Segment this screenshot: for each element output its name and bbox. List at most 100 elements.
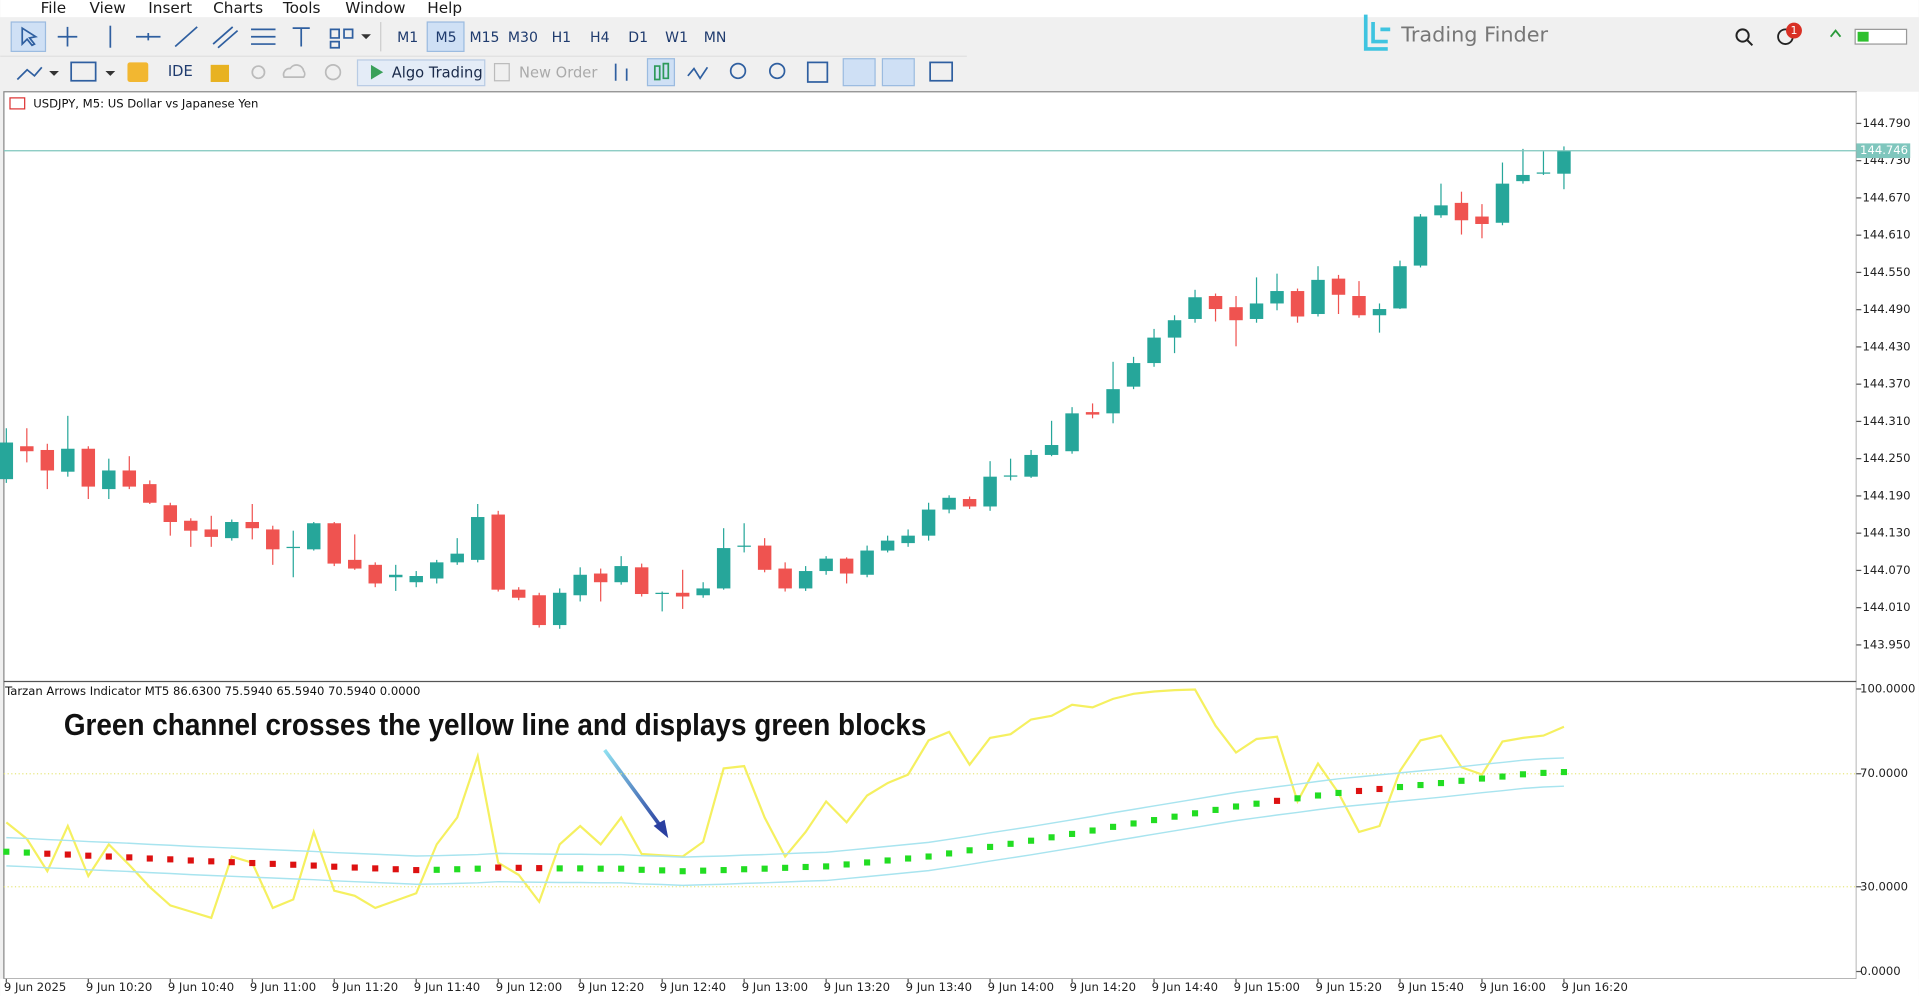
zoom-out-icon[interactable]: [768, 62, 786, 80]
timeframe[interactable]: M15: [469, 30, 499, 46]
logo: [1363, 14, 1391, 51]
candle-body: [962, 499, 977, 507]
candle-body: [1024, 454, 1038, 477]
signal-block: [638, 866, 645, 873]
signal-block: [700, 867, 707, 874]
last-price-box: [1856, 143, 1911, 159]
crosshair-icon[interactable]: [57, 26, 78, 47]
signal-block: [454, 866, 461, 873]
candle-body: [716, 548, 731, 589]
algo-trading-label[interactable]: Algo Trading: [392, 64, 483, 81]
signal-block: [187, 857, 194, 864]
candle-body: [1290, 291, 1305, 317]
candle-body: [819, 558, 833, 572]
bars-icon[interactable]: [614, 63, 628, 81]
text-icon[interactable]: [292, 27, 310, 47]
signal-block: [392, 866, 399, 873]
signal-block: [249, 859, 256, 867]
candle-body: [1044, 445, 1059, 455]
menu-item[interactable]: Window: [345, 0, 405, 17]
hline-icon[interactable]: [136, 33, 161, 41]
candles-button[interactable]: [646, 58, 676, 87]
signal-icon[interactable]: [251, 65, 266, 80]
signal-block: [987, 843, 994, 850]
autoscroll-button[interactable]: [842, 58, 876, 87]
symbol-flag: [9, 97, 26, 110]
last-price-label: 144.746: [1860, 143, 1908, 157]
timeframe[interactable]: W1: [665, 30, 688, 46]
tf-active: [426, 21, 465, 53]
tile-icon[interactable]: [806, 61, 829, 83]
indicator-icon[interactable]: [16, 66, 43, 81]
y-tick-label: 144.190: [1863, 488, 1911, 502]
candle-body: [81, 448, 96, 487]
timeframe[interactable]: MN: [704, 30, 727, 46]
timeframe[interactable]: M1: [397, 30, 418, 46]
menu-bar: [0, 0, 1919, 18]
cloud-icon[interactable]: [282, 64, 306, 78]
market-icon[interactable]: [127, 62, 149, 82]
candle-body: [1413, 216, 1428, 266]
screenshot-icon[interactable]: [929, 61, 954, 82]
dropdown[interactable]: [105, 70, 116, 76]
candle-body: [1372, 309, 1387, 316]
vps-icon[interactable]: [324, 63, 342, 81]
search-icon[interactable]: [1735, 28, 1750, 43]
candle-body: [1311, 279, 1325, 315]
candle-body: [901, 535, 915, 544]
timeframe[interactable]: M5: [436, 30, 457, 46]
signal-block: [310, 862, 317, 869]
timeframe[interactable]: D1: [628, 30, 648, 46]
signal-block: [802, 863, 809, 871]
candle-body: [1229, 307, 1243, 321]
menu-item[interactable]: Charts: [213, 0, 263, 17]
signal-block: [823, 863, 830, 870]
candle-body: [1106, 389, 1120, 414]
y-tick-label: 144.310: [1863, 414, 1911, 428]
signal-block: [1007, 840, 1014, 847]
menu-item[interactable]: View: [90, 0, 126, 17]
menu-item[interactable]: Help: [427, 0, 462, 17]
signal-block: [515, 864, 522, 871]
candle-body: [614, 566, 628, 583]
candle-body: [1270, 291, 1284, 304]
chart-icon[interactable]: [70, 61, 97, 82]
timeframe[interactable]: H4: [590, 30, 610, 46]
channel-icon[interactable]: [212, 26, 239, 49]
candle-body: [20, 446, 34, 452]
ide-button[interactable]: IDE: [168, 63, 193, 80]
x-tick-label: 9 Jun 10:20: [86, 980, 152, 994]
x-tick-label: 9 Jun 16:20: [1562, 980, 1628, 994]
signal-block: [761, 865, 768, 872]
shift-button[interactable]: [881, 58, 915, 87]
candle-body: [1249, 303, 1264, 319]
signal-block: [556, 865, 563, 872]
y-tick-label: 143.950: [1863, 637, 1911, 651]
candle-body: [1475, 216, 1489, 224]
menu-item[interactable]: Tools: [282, 0, 321, 17]
price-axis: [1856, 91, 1919, 996]
candle-body: [143, 484, 157, 503]
dropdown[interactable]: [361, 34, 371, 40]
trend-icon[interactable]: [174, 26, 198, 48]
order-icon[interactable]: [493, 63, 510, 82]
zoom-in-icon[interactable]: [729, 62, 747, 80]
candle-body: [1003, 475, 1018, 477]
x-tick-label: 9 Jun 15:40: [1398, 980, 1464, 994]
dropdown[interactable]: [49, 70, 59, 76]
shapes-icon[interactable]: [329, 28, 354, 49]
fibo-icon[interactable]: [251, 28, 276, 45]
line-chart-icon[interactable]: [687, 66, 709, 80]
new-order-label[interactable]: New Order: [519, 64, 598, 81]
menu-item[interactable]: File: [41, 0, 67, 17]
search-icon: [1746, 39, 1754, 46]
chart-title: USDJPY, M5: US Dollar vs Japanese Yen: [33, 97, 258, 111]
menu-item[interactable]: Insert: [148, 0, 192, 17]
cursor-button[interactable]: [10, 21, 47, 53]
timeframe[interactable]: H1: [552, 30, 572, 46]
candle-body: [450, 553, 464, 563]
battery-level: [1857, 31, 1869, 42]
timeframe[interactable]: M30: [508, 30, 538, 46]
y-tick-label: 70.0000: [1860, 766, 1908, 780]
bag-icon[interactable]: [210, 64, 230, 82]
